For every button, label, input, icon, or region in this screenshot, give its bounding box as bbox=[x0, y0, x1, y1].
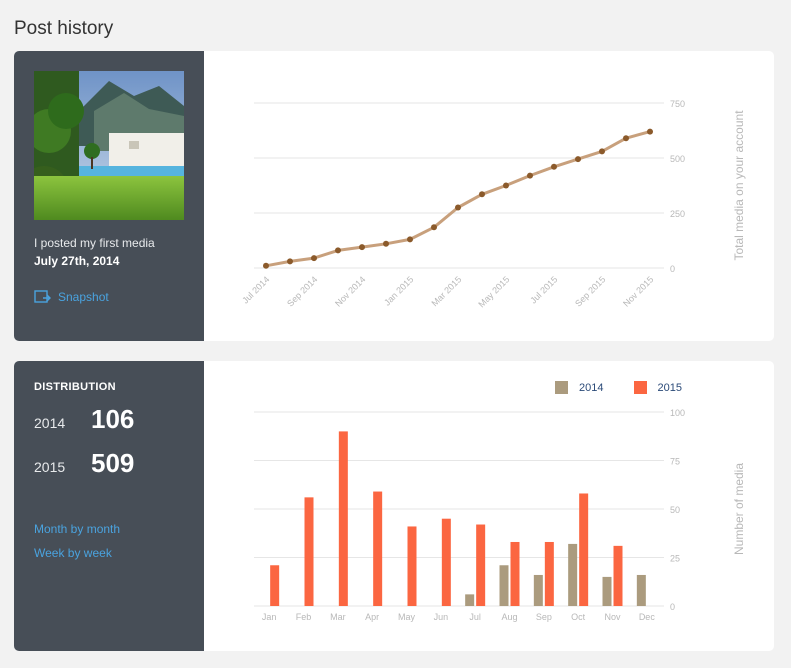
y-axis-label: Number of media bbox=[732, 463, 746, 555]
data-point bbox=[551, 163, 557, 170]
post-history-card: I posted my first media July 27th, 2014 … bbox=[14, 51, 774, 341]
snapshot-label: Snapshot bbox=[58, 290, 109, 304]
bar-2015 bbox=[613, 545, 623, 606]
x-tick-label: Jul 2014 bbox=[240, 274, 271, 305]
distribution-title: DISTRIBUTION bbox=[34, 381, 116, 393]
distribution-row-2014: 2014 106 bbox=[34, 404, 134, 435]
data-point bbox=[311, 255, 317, 262]
data-point bbox=[503, 182, 509, 189]
x-tick-label: Oct bbox=[571, 612, 586, 622]
data-point bbox=[407, 236, 413, 243]
data-point bbox=[359, 244, 365, 251]
y-tick-label: 750 bbox=[670, 99, 685, 109]
data-point bbox=[383, 240, 389, 247]
total-media-line-chart: 0 250 500 750 Jul 2014 Sep 2014 Nov 2014 Jan 20… bbox=[240, 99, 746, 309]
bar-2015 bbox=[338, 431, 348, 606]
x-tick-label: Jul 2015 bbox=[528, 274, 559, 305]
y-tick-label: 100 bbox=[670, 408, 685, 418]
chart-legend: 2014 2015 bbox=[525, 381, 682, 394]
distribution-count: 106 bbox=[91, 404, 135, 434]
data-point bbox=[335, 247, 341, 254]
bar-2014 bbox=[499, 565, 509, 606]
x-tick-label: Apr bbox=[365, 612, 379, 622]
bar-2015 bbox=[407, 526, 417, 606]
snapshot-icon bbox=[34, 290, 51, 303]
legend-swatch-2015 bbox=[633, 381, 647, 394]
legend-item-2015[interactable]: 2015 bbox=[633, 381, 682, 394]
y-tick-label: 500 bbox=[670, 154, 685, 164]
x-tick-label: Sep bbox=[536, 612, 552, 622]
distribution-year: 2015 bbox=[34, 459, 66, 475]
data-point bbox=[479, 191, 485, 198]
data-point bbox=[623, 135, 629, 142]
photo-thumbnail-icon bbox=[34, 71, 184, 220]
total-media-chart: 0 250 500 750 Jul 2014 Sep 2014 Nov 2014 Jan 20… bbox=[204, 51, 774, 341]
bar-2015 bbox=[441, 518, 451, 606]
y-tick-label: 250 bbox=[670, 209, 685, 219]
bar-2014 bbox=[465, 594, 475, 606]
bar-2015 bbox=[304, 497, 314, 606]
x-tick-label: Mar bbox=[330, 612, 346, 622]
x-tick-label: May 2015 bbox=[476, 274, 511, 309]
x-tick-label: Jun bbox=[434, 612, 449, 622]
first-media-date: July 27th, 2014 bbox=[34, 254, 120, 268]
first-media-text: I posted my first media bbox=[34, 236, 155, 250]
bar-2015 bbox=[270, 565, 280, 606]
x-tick-label: Aug bbox=[501, 612, 517, 622]
x-tick-label: Sep 2014 bbox=[285, 274, 319, 308]
distribution-card: DISTRIBUTION 2014 106 2015 509 Month by … bbox=[14, 361, 774, 651]
monthly-media-bar-chart: 0 25 50 75 100 Jan Feb Mar Apr May Jun Jul Aug Sep Oct… bbox=[254, 408, 746, 622]
data-point bbox=[599, 148, 605, 155]
x-tick-label: Feb bbox=[296, 612, 312, 622]
distribution-year: 2014 bbox=[34, 415, 66, 431]
bar-2014 bbox=[568, 543, 578, 606]
y-tick-label: 50 bbox=[670, 505, 680, 515]
x-tick-label: Jan 2015 bbox=[382, 274, 415, 307]
y-tick-label: 0 bbox=[670, 264, 675, 274]
bar-2015 bbox=[544, 541, 554, 606]
x-tick-label: Dec bbox=[639, 612, 656, 622]
y-tick-label: 0 bbox=[670, 602, 675, 612]
y-axis-label: Total media on your account bbox=[732, 110, 746, 261]
data-point bbox=[287, 258, 293, 265]
x-tick-label: Nov 2015 bbox=[621, 274, 655, 308]
series-line bbox=[265, 130, 651, 268]
x-tick-label: Jan bbox=[262, 612, 277, 622]
page-title: Post history bbox=[14, 18, 114, 39]
x-tick-label: Nov 2014 bbox=[333, 274, 367, 308]
monthly-media-chart: 2014 2015 0 25 50 75 100 Jan Feb Mar Apr May Jun Ju… bbox=[204, 361, 774, 651]
snapshot-link[interactable]: Snapshot bbox=[34, 290, 109, 304]
distribution-panel: DISTRIBUTION 2014 106 2015 509 Month by … bbox=[14, 361, 204, 651]
legend-swatch-2014 bbox=[555, 381, 569, 394]
legend-label: 2014 bbox=[579, 381, 604, 394]
first-media-panel: I posted my first media July 27th, 2014 … bbox=[14, 51, 204, 341]
data-point bbox=[455, 204, 461, 211]
x-tick-label: Jul bbox=[469, 612, 481, 622]
distribution-count: 509 bbox=[91, 448, 135, 478]
x-tick-label: May bbox=[398, 612, 416, 622]
distribution-row-2015: 2015 509 bbox=[34, 448, 134, 479]
data-point bbox=[431, 224, 437, 231]
x-tick-label: Nov bbox=[604, 612, 621, 622]
x-tick-label: Sep 2015 bbox=[573, 274, 607, 308]
legend-item-2014[interactable]: 2014 bbox=[555, 381, 604, 394]
y-tick-label: 25 bbox=[670, 554, 680, 564]
week-by-week-link[interactable]: Week by week bbox=[34, 546, 112, 560]
bar-2015 bbox=[579, 493, 589, 606]
data-point bbox=[263, 262, 269, 269]
bar-2015 bbox=[373, 491, 383, 606]
bar-2014 bbox=[602, 576, 612, 606]
data-point bbox=[575, 156, 581, 163]
month-by-month-link[interactable]: Month by month bbox=[34, 522, 121, 536]
bar-2015 bbox=[510, 541, 520, 606]
y-tick-label: 75 bbox=[670, 457, 680, 467]
first-media-photo[interactable] bbox=[34, 71, 184, 220]
data-point bbox=[527, 172, 533, 179]
bar-2014 bbox=[533, 574, 543, 606]
data-point bbox=[647, 128, 653, 135]
bar-2015 bbox=[476, 524, 486, 606]
bar-2014 bbox=[636, 574, 646, 606]
legend-label: 2015 bbox=[657, 381, 682, 394]
x-tick-label: Mar 2015 bbox=[429, 274, 463, 308]
